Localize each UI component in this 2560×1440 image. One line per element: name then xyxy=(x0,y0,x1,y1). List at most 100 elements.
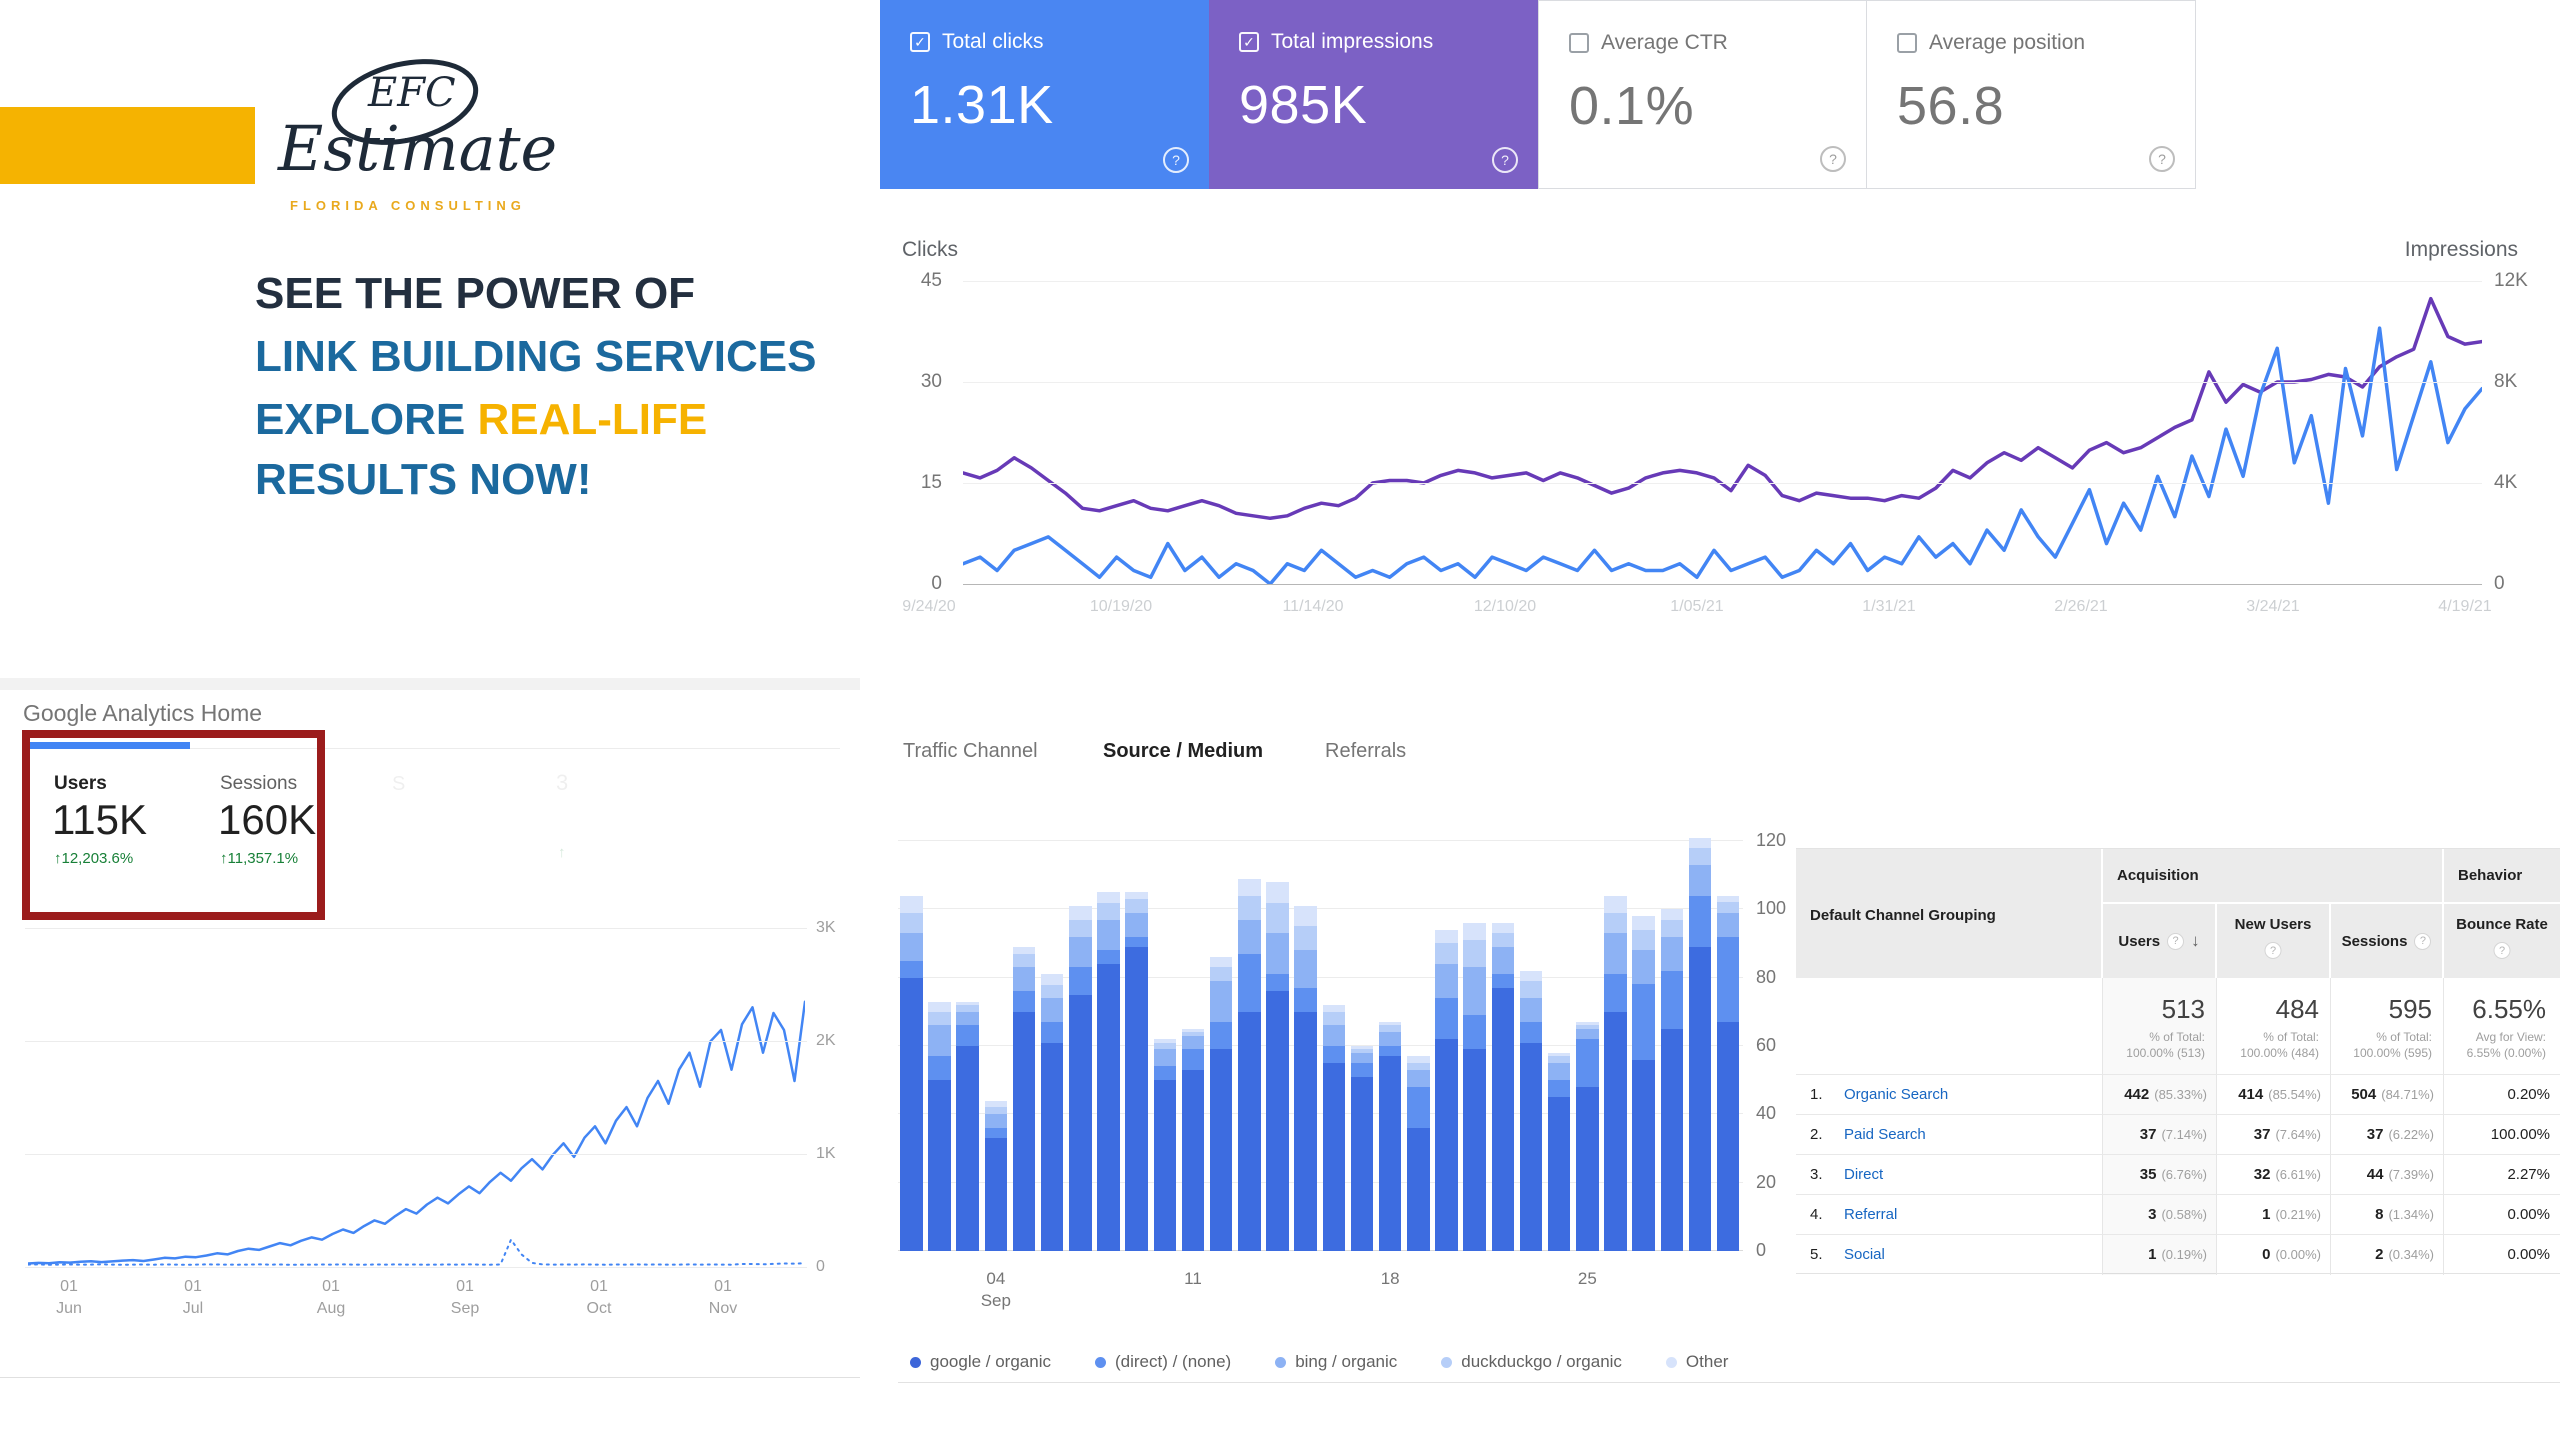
channel-link-direct[interactable]: Direct xyxy=(1844,1166,1884,1183)
metric-card-average-ctr[interactable]: Average CTR 0.1% ? xyxy=(1538,0,1867,189)
tab-referrals[interactable]: Referrals xyxy=(1325,740,1407,762)
bar-segment--direct-none- xyxy=(1209,1022,1233,1050)
brand-accent-bar xyxy=(0,107,255,184)
help-icon[interactable]: ? xyxy=(2414,932,2432,950)
bar-segment-duckduckgo-organic xyxy=(1069,919,1092,937)
bar-segment-google-organic xyxy=(984,1138,1008,1251)
search-performance-chart: Clicks Impressions 45 12K 30 8K 15 4K 0 0 9/24/2… xyxy=(880,230,2560,632)
channel-link-referral[interactable]: Referral xyxy=(1844,1206,1898,1223)
stacked-bar xyxy=(1238,878,1261,1251)
help-icon[interactable]: ? xyxy=(1163,147,1189,173)
column-header-bounce-rate[interactable]: Bounce Rate? xyxy=(2444,904,2560,978)
cell-users: 442 (85.33%) xyxy=(2103,1086,2207,1103)
column-header-new-users[interactable]: New Users? xyxy=(2217,904,2329,978)
help-icon[interactable]: ? xyxy=(1820,146,1846,172)
bar-segment-google-organic xyxy=(1266,991,1289,1251)
bar-segment--direct-none- xyxy=(900,960,923,978)
panel-bottom-divider xyxy=(0,1377,860,1378)
right-axis-title: Impressions xyxy=(2404,238,2518,261)
row-number: 4. xyxy=(1810,1206,1823,1223)
metric-value: 1.31K xyxy=(910,75,1054,135)
cell-value: 32 xyxy=(2253,1166,2271,1183)
gridline xyxy=(898,1250,1743,1251)
bar-segment-duckduckgo-organic xyxy=(1040,984,1064,999)
metric-label: Average CTR xyxy=(1601,31,1728,54)
bar-segment-duckduckgo-organic xyxy=(1378,1025,1402,1033)
checkbox-unchecked-icon[interactable] xyxy=(1897,33,1917,53)
stacked-bar xyxy=(1322,1005,1346,1251)
legend-label: bing / organic xyxy=(1295,1352,1398,1371)
cell-percent: (85.54%) xyxy=(2268,1087,2321,1102)
bar-segment--direct-none- xyxy=(1519,1022,1543,1043)
help-icon[interactable]: ? xyxy=(2149,146,2175,172)
y-axis-tick: 40 xyxy=(1756,1103,1777,1124)
checkbox-unchecked-icon[interactable] xyxy=(1569,33,1589,53)
stacked-bar xyxy=(1632,916,1655,1251)
metric-label: Total impressions xyxy=(1271,30,1434,53)
legend-dot-icon xyxy=(1441,1356,1453,1368)
checkbox-checked-icon[interactable]: ✓ xyxy=(910,32,930,52)
right-axis-tick: 8K xyxy=(2494,371,2518,392)
bar-segment-Other xyxy=(1576,1022,1599,1026)
column-header-users[interactable]: Users? ↓ xyxy=(2103,904,2215,978)
ghost-scorecard: 3 xyxy=(556,770,569,795)
bar-segment-duckduckgo-organic xyxy=(1604,912,1627,934)
analytics-title: Google Analytics Home xyxy=(23,700,263,726)
right-axis-tick: 12K xyxy=(2494,270,2528,291)
logo-wordmark: Estimate xyxy=(278,112,558,185)
left-axis-tick: 15 xyxy=(920,472,942,493)
gridline xyxy=(25,1041,807,1042)
legend-dot-icon xyxy=(1275,1356,1287,1368)
x-axis-tick: 11 xyxy=(1184,1269,1202,1288)
stacked-bar xyxy=(1181,1028,1205,1251)
summary-new-users: 484 % of Total: 100.00% (484) xyxy=(2240,994,2319,1060)
metric-card-header: Average position xyxy=(1897,31,2195,55)
help-icon[interactable]: ? xyxy=(2264,942,2282,959)
bar-segment-duckduckgo-organic xyxy=(984,1107,1008,1115)
cell-sessions: 37 (6.22%) xyxy=(2331,1126,2434,1143)
stacked-bar xyxy=(1660,909,1684,1251)
bar-segment--direct-none- xyxy=(1435,998,1458,1040)
help-icon[interactable]: ? xyxy=(2493,942,2511,959)
x-axis-date-label: 11/14/20 xyxy=(1282,598,1344,615)
cell-value: 37 xyxy=(2139,1126,2157,1143)
channel-link-organic-search[interactable]: Organic Search xyxy=(1844,1086,1949,1103)
column-header-channel-grouping[interactable]: Default Channel Grouping xyxy=(1796,849,2101,978)
metric-card-total-clicks[interactable]: ✓ Total clicks 1.31K ? xyxy=(880,0,1209,189)
metric-card-total-impressions[interactable]: ✓ Total impressions 985K ? xyxy=(1209,0,1538,189)
help-icon[interactable]: ? xyxy=(1492,147,1518,173)
bar-segment-bing-organic xyxy=(1604,933,1627,975)
column-divider xyxy=(2102,978,2103,1275)
help-icon[interactable]: ? xyxy=(2167,932,2185,950)
left-axis-tick: 30 xyxy=(920,371,942,392)
checkbox-checked-icon[interactable]: ✓ xyxy=(1239,32,1259,52)
metric-label: Average position xyxy=(1929,31,2086,54)
stacked-bar xyxy=(1350,1046,1374,1251)
bar-segment-Other xyxy=(1378,1022,1402,1026)
y-axis-tick: 120 xyxy=(1756,830,1787,850)
cell-new_users: 32 (6.61%) xyxy=(2217,1166,2321,1183)
tab-traffic-channel[interactable]: Traffic Channel xyxy=(903,740,1038,762)
summary-bounce-rate: 6.55% Avg for View: 6.55% (0.00%) xyxy=(2466,994,2546,1060)
column-divider xyxy=(2443,978,2444,1275)
traffic-tabs: Traffic Channel Source / Medium Referrals xyxy=(898,740,1598,774)
metric-card-header: ✓ Total clicks xyxy=(910,30,1209,54)
channel-grouping-table: Default Channel Grouping Acquisition Beh… xyxy=(1796,848,2560,1275)
bar-segment-google-organic xyxy=(1407,1127,1430,1251)
cell-bounce-rate: 100.00% xyxy=(2490,1126,2550,1143)
metric-card-average-position[interactable]: Average position 56.8 ? xyxy=(1867,0,2196,189)
bar-segment-bing-organic xyxy=(1435,963,1458,999)
users-scorecard-label: Users xyxy=(54,773,107,794)
tab-source-medium[interactable]: Source / Medium xyxy=(1103,740,1264,762)
row-number: 2. xyxy=(1810,1126,1823,1143)
gridline xyxy=(963,483,2482,484)
cell-value: 3 xyxy=(2148,1206,2157,1223)
column-header-sessions[interactable]: Sessions? xyxy=(2331,904,2442,978)
bar-segment-google-organic xyxy=(1125,946,1148,1251)
channel-link-paid-search[interactable]: Paid Search xyxy=(1844,1126,1926,1143)
bar-segment-duckduckgo-organic xyxy=(1491,933,1515,947)
bar-segment-Other xyxy=(1604,895,1627,913)
channel-link-social[interactable]: Social xyxy=(1844,1246,1885,1263)
google-analytics-panel: Google Analytics Home Users Sessions 115… xyxy=(0,678,860,1380)
row-number: 5. xyxy=(1810,1246,1823,1263)
